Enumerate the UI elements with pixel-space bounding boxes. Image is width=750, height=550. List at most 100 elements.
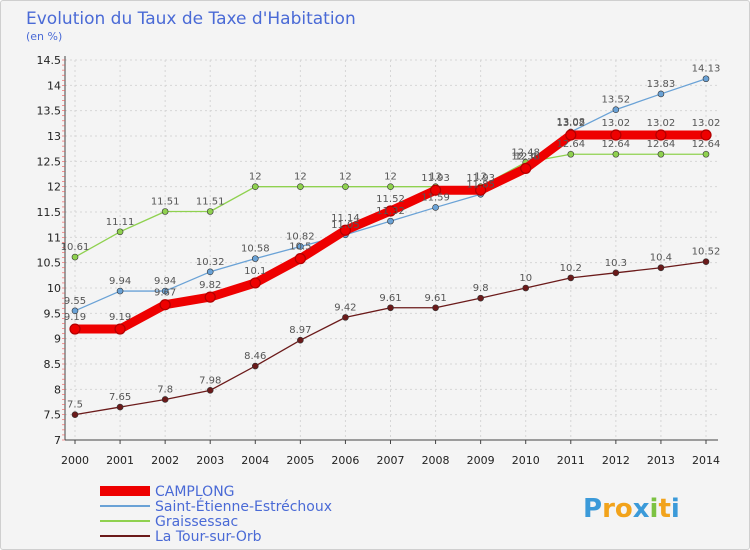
data-label: 10.5 xyxy=(289,242,311,253)
data-label: 12 xyxy=(294,172,307,183)
legend-label: Saint-Étienne-Estréchoux xyxy=(155,498,332,515)
logo-letter: r xyxy=(602,494,615,524)
logo-letter: P xyxy=(583,494,602,524)
x-tick-label: 2011 xyxy=(557,454,585,467)
data-label: 8.97 xyxy=(289,325,311,336)
data-label: 10 xyxy=(519,273,532,284)
data-label: 11.14 xyxy=(331,213,360,224)
data-label: 10.3 xyxy=(605,258,627,269)
data-point xyxy=(294,253,306,265)
data-label: 13.02 xyxy=(602,118,631,129)
logo-letter: x xyxy=(633,494,650,524)
y-tick-label: 13.5 xyxy=(37,105,62,118)
data-label: 11.85 xyxy=(466,179,495,190)
data-point xyxy=(657,264,665,272)
data-point xyxy=(297,243,304,250)
axes: 7 7.5 8 8.5 9 9.5 10 10.5 11 11.5 12 12.5 13 13.5 14 14… xyxy=(37,54,721,467)
data-label: 7.5 xyxy=(67,400,83,411)
data-point xyxy=(702,258,710,265)
data-point xyxy=(702,75,710,83)
x-tick-label: 2000 xyxy=(61,454,89,467)
x-tick-label: 2001 xyxy=(106,454,134,467)
y-tick-label: 13 xyxy=(47,130,61,143)
data-point xyxy=(161,396,169,403)
data-point xyxy=(251,362,259,370)
data-label: 7.8 xyxy=(157,384,173,395)
logo-letter: t xyxy=(658,494,670,524)
data-label: 12.64 xyxy=(556,139,585,150)
data-label: 12 xyxy=(474,172,487,183)
data-label: 9.19 xyxy=(64,312,86,323)
data-point xyxy=(342,183,349,190)
data-point xyxy=(657,150,665,158)
x-tick-label: 2008 xyxy=(422,454,450,467)
data-label: 10.32 xyxy=(196,257,225,268)
x-tick-label: 2004 xyxy=(241,454,269,467)
y-tick-label: 11 xyxy=(47,231,61,244)
data-label: 10.4 xyxy=(650,253,672,264)
data-point xyxy=(432,204,439,211)
data-label: 11.93 xyxy=(421,173,450,184)
data-point xyxy=(657,90,665,98)
data-point xyxy=(71,307,79,315)
x-tick-label: 2014 xyxy=(692,454,720,467)
legend-label: CAMPLONG xyxy=(155,484,235,500)
y-tick-label: 8.5 xyxy=(44,358,62,371)
data-point xyxy=(206,268,214,276)
data-labels: 7.5 7.65 7.8 7.98 8.46 8.97 9.42 9.61 9.61 9.8 10 1… xyxy=(61,64,721,411)
data-label: 10.61 xyxy=(61,242,90,253)
y-tick-label: 7.5 xyxy=(44,409,62,422)
data-label: 14.13 xyxy=(692,64,721,75)
data-label: 11.05 xyxy=(331,220,360,231)
data-label: 12.64 xyxy=(647,139,676,150)
y-tick-label: 10 xyxy=(47,282,61,295)
data-label: 11.93 xyxy=(466,173,495,184)
legend: CAMPLONGSaint-Étienne-EstréchouxGraisses… xyxy=(100,484,332,545)
data-label: 10.1 xyxy=(244,266,266,277)
data-point xyxy=(114,323,126,335)
legend-label: La Tour-sur-Orb xyxy=(155,529,262,545)
data-point xyxy=(161,208,169,215)
data-label: 7.65 xyxy=(109,392,131,403)
y-tick-label: 12.5 xyxy=(37,155,62,168)
data-label: 11.51 xyxy=(196,196,225,207)
data-point xyxy=(522,284,530,292)
data-label: 10.82 xyxy=(286,231,315,242)
data-label: 13.08 xyxy=(556,117,585,128)
data-point xyxy=(429,184,442,196)
data-point xyxy=(387,304,394,312)
data-label: 9.55 xyxy=(64,296,86,307)
data-point xyxy=(297,183,304,190)
x-tick-label: 2009 xyxy=(467,454,495,467)
logo-text: Proxiti xyxy=(583,494,680,524)
data-point xyxy=(69,323,81,335)
y-tick-label: 9 xyxy=(54,333,61,346)
data-label: 9.19 xyxy=(109,312,131,323)
data-label: 10.58 xyxy=(241,244,270,255)
data-point xyxy=(206,208,214,215)
data-point xyxy=(610,129,622,141)
x-tick-label: 2006 xyxy=(331,454,359,467)
x-tick-label: 2005 xyxy=(286,454,314,467)
data-label: 8.46 xyxy=(244,351,266,362)
data-label: 10.2 xyxy=(560,263,582,274)
data-label: 12.36 xyxy=(511,151,540,162)
data-point xyxy=(116,228,124,236)
data-label: 11.59 xyxy=(421,192,450,203)
data-label: 12 xyxy=(339,172,352,183)
data-label: 9.67 xyxy=(154,288,176,299)
data-label: 13.83 xyxy=(647,79,676,90)
data-point xyxy=(477,294,484,302)
data-label: 13.02 xyxy=(692,118,721,129)
x-tick-label: 2012 xyxy=(602,454,630,467)
y-tick-label: 11.5 xyxy=(37,206,62,219)
data-point xyxy=(71,411,79,418)
data-label: 11.52 xyxy=(376,194,405,205)
data-label: 13.02 xyxy=(647,118,676,129)
data-label: 12 xyxy=(429,172,442,183)
data-label: 12.4 xyxy=(515,151,537,162)
data-point xyxy=(387,183,394,190)
data-label: 12 xyxy=(249,172,262,183)
data-label: 11.51 xyxy=(151,196,180,207)
